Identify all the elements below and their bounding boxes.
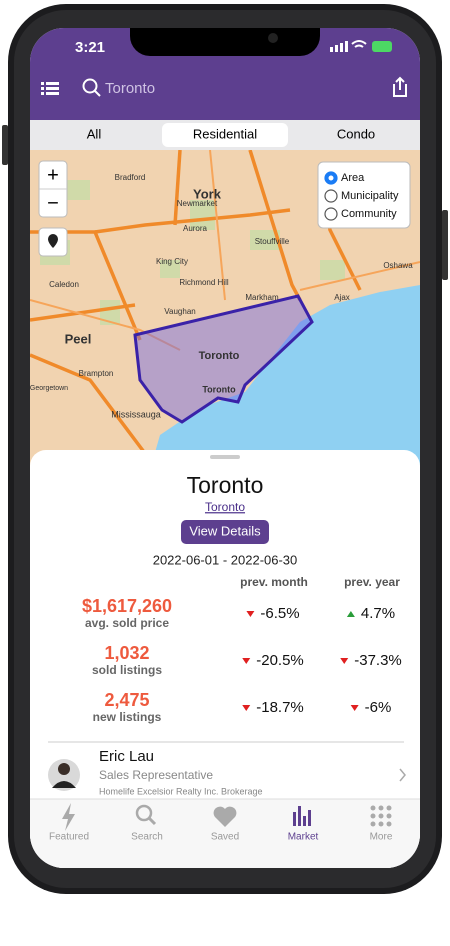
map-label: Caledon xyxy=(49,280,79,289)
zoom-in[interactable]: + xyxy=(47,164,59,186)
drag-handle xyxy=(210,455,240,459)
agent-role: Sales Representative xyxy=(99,768,213,782)
area-link[interactable]: Toronto xyxy=(205,500,245,514)
menu-icon[interactable] xyxy=(41,82,59,95)
stat-value: 2,475 xyxy=(104,690,149,710)
lake xyxy=(150,285,420,470)
segment-tab[interactable]: Residential xyxy=(193,126,257,141)
stat-label: sold listings xyxy=(92,663,162,677)
radio-label[interactable]: Area xyxy=(341,172,365,184)
segment-selected xyxy=(162,123,288,147)
segment-tab[interactable]: Condo xyxy=(337,126,375,141)
segment-tab[interactable]: All xyxy=(87,126,102,141)
radio-label[interactable]: Municipality xyxy=(341,190,399,202)
tab-label[interactable]: Saved xyxy=(211,832,239,843)
tab-label[interactable]: Market xyxy=(288,832,319,843)
stat-change: 4.7% xyxy=(361,605,395,622)
tab-label[interactable]: Search xyxy=(131,832,163,843)
map-label: Toronto xyxy=(199,350,240,362)
info-panel xyxy=(30,450,420,868)
map-label: Newmarket xyxy=(177,199,218,208)
stat-change: -6.5% xyxy=(260,605,299,622)
trend-arrow xyxy=(346,611,355,617)
trend-arrow xyxy=(242,705,251,711)
saved-icon xyxy=(213,806,237,827)
agent-name[interactable]: Eric Lau xyxy=(99,748,154,765)
stat-value: 1,032 xyxy=(104,643,149,663)
market-icon xyxy=(293,806,311,826)
tab-label[interactable]: Featured xyxy=(49,832,89,843)
trend-arrow xyxy=(246,611,255,617)
signal xyxy=(330,41,348,52)
agent-brokerage: Homelife Excelsior Realty Inc. Brokerage xyxy=(99,786,263,796)
radio[interactable] xyxy=(324,189,338,203)
stat-change: -6% xyxy=(365,699,392,716)
column-header: prev. month xyxy=(240,575,308,589)
camera xyxy=(268,33,278,43)
battery xyxy=(372,41,392,52)
column-header: prev. year xyxy=(344,575,400,589)
map-label: King City xyxy=(156,257,188,266)
side-button xyxy=(442,210,448,280)
trend-arrow xyxy=(242,658,251,664)
search-tab-icon xyxy=(135,804,153,822)
radio-label[interactable]: Community xyxy=(341,208,397,220)
view-details-button[interactable] xyxy=(181,520,269,544)
map-label: Georgetown xyxy=(30,385,68,392)
side-button xyxy=(2,125,8,165)
map-label: Brampton xyxy=(79,369,114,378)
trend-arrow xyxy=(350,705,359,711)
search-icon xyxy=(82,78,98,94)
map-label: Ajax xyxy=(334,293,350,302)
featured-icon xyxy=(62,803,75,831)
map-label: York xyxy=(193,186,222,201)
button-label[interactable]: View Details xyxy=(189,523,261,538)
wifi xyxy=(351,40,367,48)
map-label: Oshawa xyxy=(383,261,413,270)
stat-change: -20.5% xyxy=(256,652,304,669)
stat-value: $1,617,260 xyxy=(82,596,172,616)
layer-picker xyxy=(317,161,411,229)
radio-dot xyxy=(328,175,334,181)
tab-label[interactable]: More xyxy=(370,832,393,843)
map-label: Aurora xyxy=(183,224,208,233)
map-label: Stouffville xyxy=(255,237,290,246)
stat-label: new listings xyxy=(93,710,162,724)
map-label: Markham xyxy=(245,293,279,302)
share-icon[interactable] xyxy=(393,76,407,97)
map-label: Toronto xyxy=(202,384,236,394)
search-field[interactable]: Toronto xyxy=(105,80,155,97)
time: 3:21 xyxy=(75,39,105,56)
date-range: 2022-06-01 - 2022-06-30 xyxy=(153,552,298,567)
map-label: Peel xyxy=(65,331,92,346)
trend-arrow xyxy=(340,658,349,664)
more-icon xyxy=(370,805,392,827)
zoom-out[interactable]: − xyxy=(47,192,59,214)
selected-area[interactable] xyxy=(133,294,314,424)
stat-change: -37.3% xyxy=(354,652,402,669)
map-label: Vaughan xyxy=(164,307,195,316)
radio[interactable] xyxy=(324,207,338,221)
notch xyxy=(130,28,320,56)
map-label: Richmond Hill xyxy=(179,278,229,287)
map-label: Bradford xyxy=(115,173,146,182)
map-label: Mississauga xyxy=(111,409,161,419)
stat-change: -18.7% xyxy=(256,699,304,716)
stat-label: avg. sold price xyxy=(85,616,169,630)
chevron xyxy=(399,768,406,782)
panel-title: Toronto xyxy=(187,472,264,498)
